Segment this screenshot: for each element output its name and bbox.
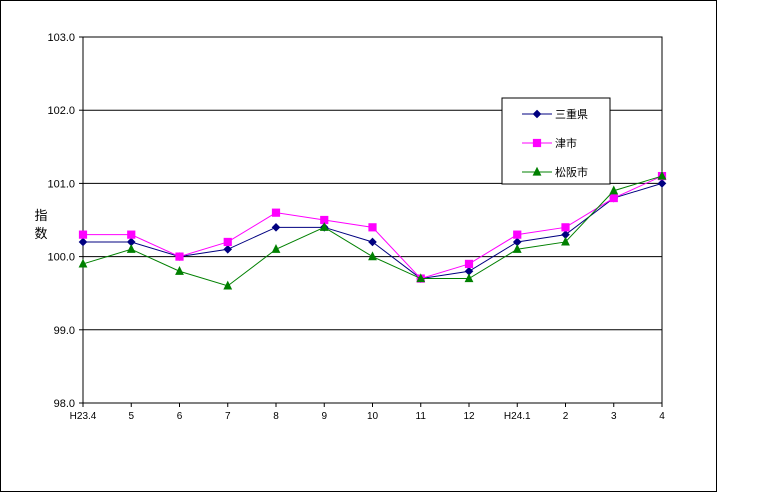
y-tick-label: 99.0 [54, 325, 75, 337]
data-point [657, 170, 667, 180]
data-point [78, 230, 88, 239]
legend-label: 三重県 [555, 107, 588, 121]
series-2 [78, 171, 667, 283]
data-point [657, 179, 667, 188]
data-point [368, 223, 377, 232]
y-tick-label: 103.0 [47, 32, 75, 44]
legend-label: 津市 [555, 136, 577, 150]
x-tick-label: 7 [225, 411, 231, 422]
plot-background [82, 36, 663, 404]
plot-area: 103.0 102.0 101.0 100.0 99.0 98.0 H23.4 5 6 7 8 9 1… [47, 32, 667, 422]
y-tick-label: 100.0 [47, 252, 75, 264]
y-axis-label: 指数 [34, 209, 47, 242]
data-point [561, 223, 570, 232]
x-tick-label: 2 [563, 411, 569, 422]
x-axis-ticks: H23.4 5 6 7 8 9 10 11 12 H24.1 2 3 4 [70, 403, 665, 422]
data-point [175, 252, 184, 261]
legend-item: 三重県 [522, 107, 588, 121]
series-layer [78, 170, 667, 290]
x-tick-label: H23.4 [70, 411, 97, 422]
data-point [175, 266, 184, 275]
x-tick-label: 6 [177, 411, 183, 422]
data-point [561, 236, 570, 246]
data-point [271, 223, 281, 232]
y-tick-label: 101.0 [47, 178, 75, 190]
data-point [126, 244, 136, 253]
data-point [223, 237, 232, 247]
x-tick-label: 8 [273, 411, 279, 422]
legend-marker [532, 138, 542, 148]
y-axis-label-char: 数 [34, 227, 47, 242]
legend-box [501, 97, 611, 185]
data-point [416, 273, 426, 283]
series-3 [78, 170, 667, 290]
y-axis-label-char: 指 [34, 209, 47, 224]
data-point [127, 230, 136, 239]
data-point [609, 185, 619, 195]
x-tick-label: 3 [611, 411, 617, 422]
data-point [464, 259, 474, 269]
data-point [223, 280, 233, 290]
data-point [368, 251, 377, 261]
x-tick-label: 5 [128, 411, 134, 422]
x-tick-label: 4 [659, 411, 665, 422]
legend-marker [532, 166, 542, 176]
y-tick-label: 102.0 [47, 105, 75, 117]
y-axis-ticks: 103.0 102.0 101.0 100.0 99.0 98.0 [47, 32, 83, 410]
data-point [78, 258, 88, 268]
x-tick-label: 12 [463, 411, 475, 422]
x-tick-label: H24.1 [504, 411, 531, 422]
y-tick-label: 98.0 [54, 398, 75, 410]
legend-label: 松阪市 [555, 165, 588, 179]
x-tick-label: 9 [321, 411, 327, 422]
data-point [271, 208, 281, 217]
data-point [464, 273, 474, 283]
data-point [368, 237, 377, 247]
data-point [271, 244, 281, 253]
legend-item: 津市 [522, 136, 577, 150]
legend-marker [532, 109, 542, 119]
data-point [78, 237, 88, 247]
data-point [223, 244, 233, 254]
x-tick-label: 11 [416, 411, 427, 422]
data-point [513, 230, 522, 239]
data-point [512, 244, 522, 253]
data-point [319, 222, 329, 231]
x-tick-label: 10 [367, 411, 379, 422]
legend-item: 松阪市 [522, 165, 588, 179]
data-point [609, 193, 618, 203]
